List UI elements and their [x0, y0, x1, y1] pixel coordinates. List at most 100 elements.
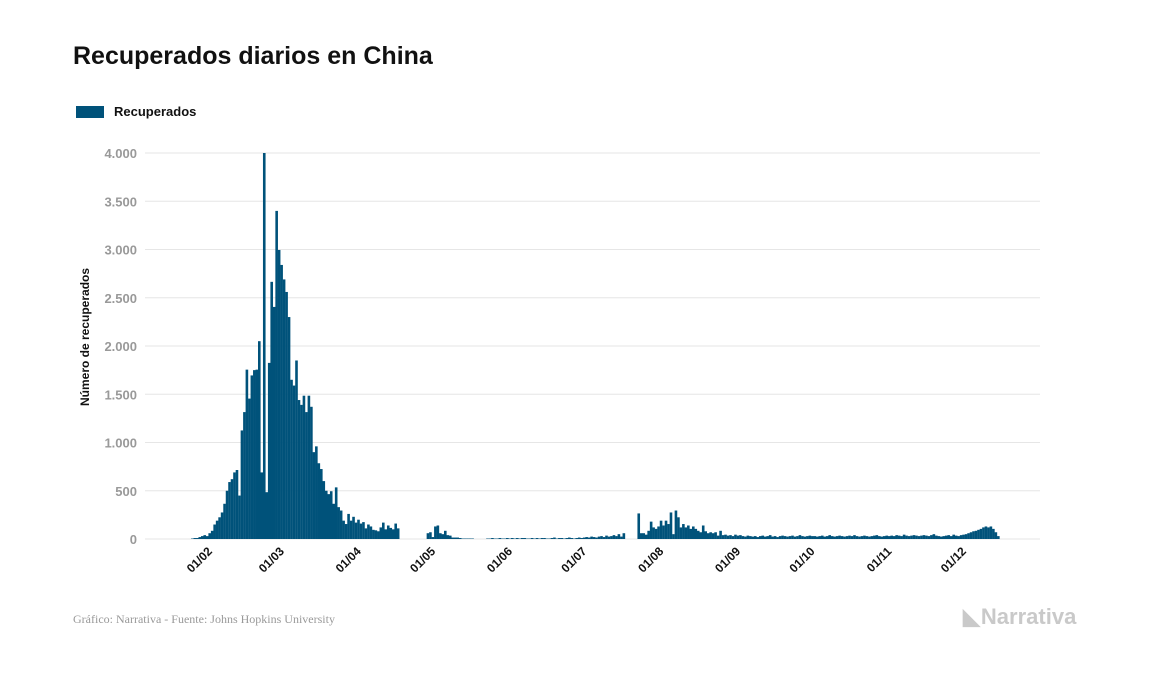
- bar: [243, 412, 246, 539]
- y-tick-label: 4.000: [104, 146, 137, 161]
- bar: [620, 536, 623, 539]
- bar: [922, 535, 926, 539]
- y-tick-label: 1.000: [104, 436, 137, 451]
- bar: [540, 538, 544, 539]
- bar: [937, 536, 941, 539]
- bar: [659, 520, 663, 539]
- bar: [448, 535, 452, 539]
- x-tick-label: 01/06: [484, 544, 515, 575]
- bar: [347, 513, 350, 539]
- bar: [225, 490, 229, 539]
- bar: [786, 536, 789, 539]
- y-tick-label: 500: [115, 484, 137, 499]
- bar: [644, 534, 648, 539]
- bar: [510, 538, 514, 539]
- bar: [803, 536, 807, 539]
- bar: [907, 536, 911, 539]
- bar: [230, 479, 234, 539]
- bar: [895, 535, 898, 539]
- bar: [719, 530, 722, 539]
- bar: [892, 536, 896, 539]
- bar: [882, 536, 886, 539]
- bar: [816, 536, 819, 539]
- bar: [250, 375, 254, 539]
- bar: [515, 538, 519, 539]
- bar: [855, 536, 859, 539]
- bar: [992, 528, 995, 539]
- bar: [833, 536, 836, 539]
- bar: [949, 536, 953, 539]
- bar: [731, 536, 735, 539]
- bar: [694, 528, 698, 539]
- bar: [245, 369, 249, 539]
- bar: [664, 520, 668, 539]
- bar: [912, 535, 916, 539]
- bar: [667, 524, 670, 539]
- bar: [550, 538, 554, 539]
- bar: [287, 317, 291, 539]
- bar: [788, 536, 792, 539]
- bar: [265, 492, 269, 539]
- bar: [897, 535, 901, 539]
- bar: [590, 536, 593, 539]
- bar: [332, 503, 335, 539]
- bar: [233, 472, 236, 539]
- bar: [746, 535, 750, 539]
- bar: [240, 430, 244, 539]
- bar: [622, 533, 626, 539]
- bar: [989, 526, 993, 539]
- bar: [910, 535, 913, 539]
- bar: [300, 404, 303, 539]
- bar: [238, 495, 241, 539]
- bar: [523, 538, 526, 539]
- bar: [386, 525, 390, 539]
- chart-title: Recuperados diarios en China: [73, 42, 433, 70]
- bar: [825, 536, 829, 539]
- bar: [850, 536, 854, 539]
- bar: [344, 524, 348, 539]
- y-tick-label: 1.500: [104, 387, 137, 402]
- bar: [838, 535, 841, 539]
- bar: [275, 210, 278, 539]
- bar: [654, 528, 658, 539]
- bar: [880, 536, 884, 539]
- bar: [553, 537, 556, 539]
- bar: [451, 537, 455, 539]
- bar: [957, 536, 960, 539]
- bar: [431, 537, 435, 539]
- bar: [977, 529, 980, 539]
- bar: [210, 530, 214, 539]
- bar: [781, 535, 784, 539]
- bar: [811, 536, 814, 539]
- bar: [364, 528, 368, 539]
- bar: [394, 523, 397, 539]
- bar: [783, 536, 787, 539]
- bar: [791, 535, 794, 539]
- bar: [258, 341, 261, 539]
- bar: [491, 538, 494, 539]
- bar: [865, 536, 869, 539]
- bar: [639, 533, 643, 539]
- bar: [885, 535, 889, 539]
- bar: [726, 535, 730, 539]
- bar: [942, 536, 946, 539]
- bar: [193, 538, 197, 539]
- bar: [744, 536, 747, 539]
- bar: [766, 536, 769, 539]
- bar: [875, 535, 879, 539]
- bar: [570, 538, 574, 539]
- bar: [612, 535, 616, 539]
- bar: [657, 526, 660, 539]
- bar: [734, 534, 737, 539]
- bar: [845, 536, 849, 539]
- bar: [798, 535, 802, 539]
- narrativa-logo: ◣ Narrativa: [963, 604, 1076, 630]
- bar: [329, 491, 333, 539]
- bar: [382, 522, 385, 539]
- bar: [592, 537, 596, 539]
- bar: [962, 534, 965, 539]
- bar: [915, 535, 918, 539]
- bar: [349, 520, 353, 539]
- bar: [453, 537, 457, 539]
- y-tick-label: 0: [130, 532, 137, 547]
